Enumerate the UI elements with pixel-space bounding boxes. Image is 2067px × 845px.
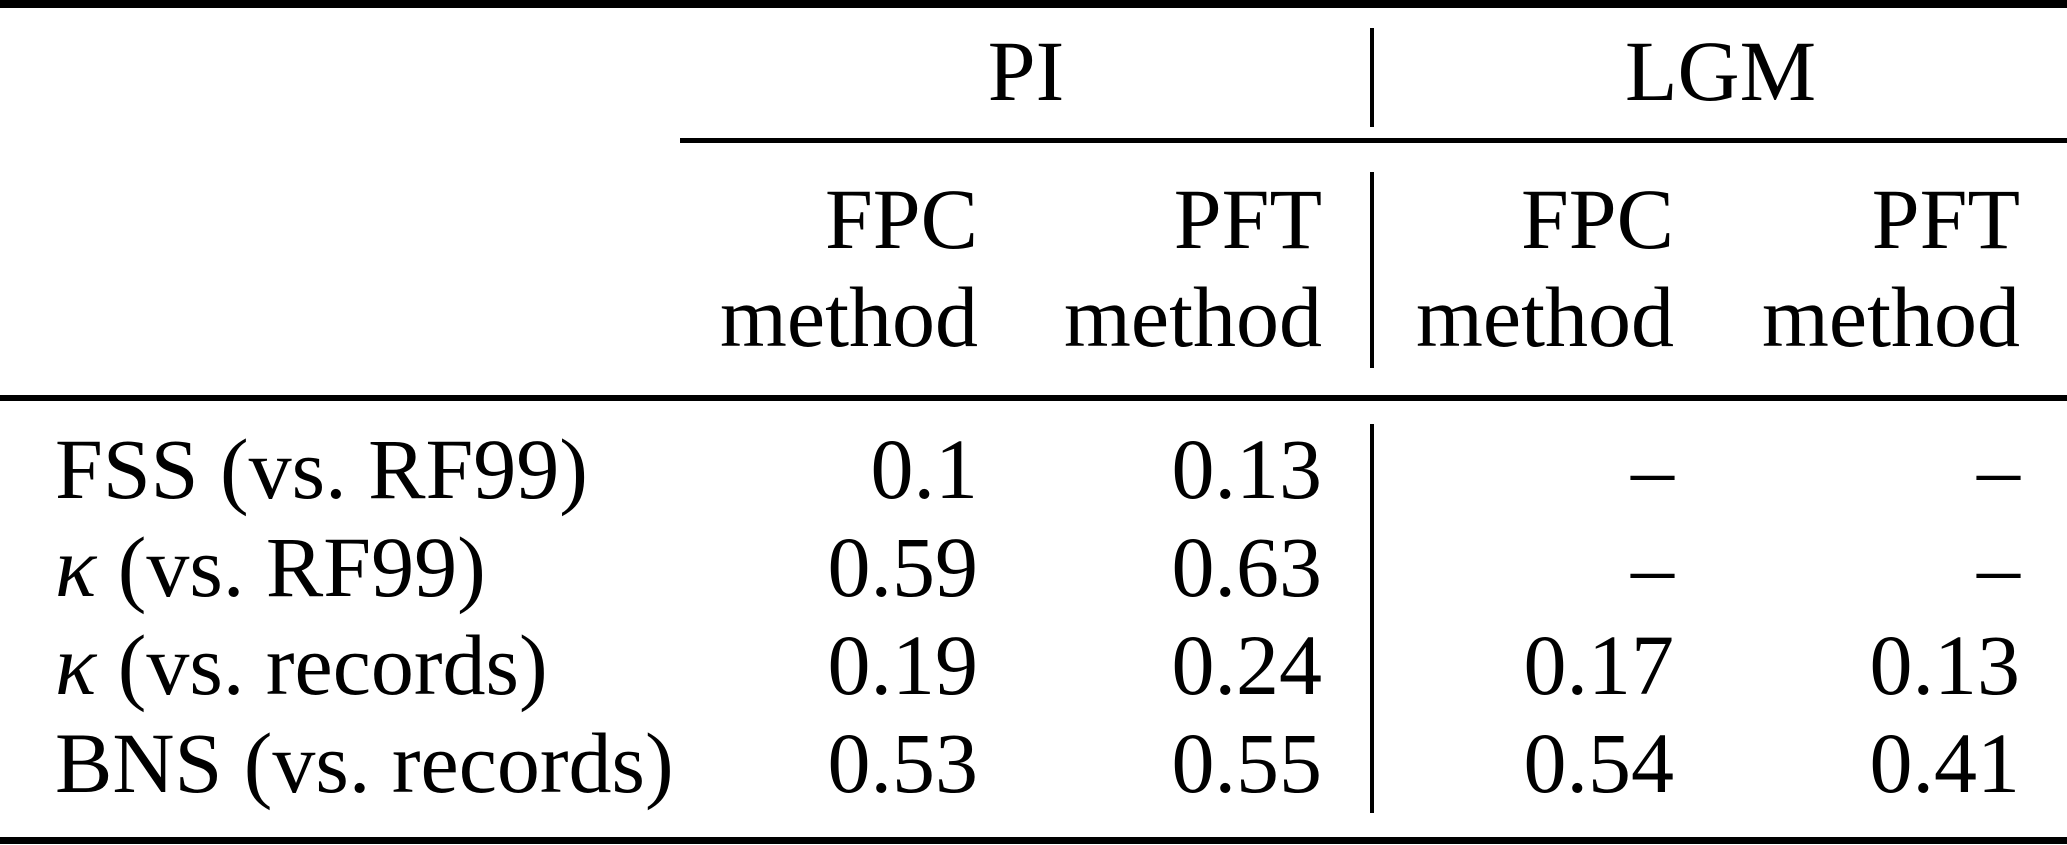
value-cell-pi-fpc: 0.53 [827, 715, 979, 811]
value-cell-pi-fpc: 0.59 [827, 519, 979, 615]
bottom-rule [0, 837, 2067, 844]
group-header-lgm: LGM [1624, 23, 1817, 119]
row-symbol: κ [55, 617, 97, 713]
row-label: κ (vs. records) [55, 616, 548, 714]
value-cell-lgm-fpc: 0.17 [1523, 617, 1675, 713]
col-header-lgm-pft: PFT method [1590, 170, 2020, 366]
col-header-pi-fpc: FPC method [548, 170, 978, 366]
value-cell-pi-pft: 0.24 [1171, 617, 1323, 713]
value-cell-pi-pft: 0.13 [1171, 421, 1323, 517]
col-header-line2: method [1064, 269, 1322, 365]
group-divider-rule-header [1370, 172, 1374, 368]
top-rule [0, 0, 2067, 8]
row-symbol: κ [55, 519, 97, 615]
value-cell-lgm-pft: 0.41 [1869, 715, 2021, 811]
row-symbol: BNS [55, 715, 223, 811]
row-symbol: FSS [55, 421, 199, 517]
col-header-line2: method [1762, 269, 2020, 365]
group-header-pi: PI [987, 23, 1065, 119]
value-cell-pi-fpc: 0.1 [870, 421, 979, 517]
value-cell-pi-fpc: 0.19 [827, 617, 979, 713]
group-divider-rule-body [1370, 424, 1374, 813]
col-header-pi-pft: PFT method [892, 170, 1322, 366]
value-cell-lgm-pft: 0.13 [1869, 617, 2021, 713]
value-cell-lgm-fpc: – [1631, 421, 1674, 517]
col-header-line1: FPC [824, 171, 978, 267]
value-cell-lgm-pft: – [1977, 519, 2020, 615]
header-bottom-rule [0, 395, 2067, 401]
col-header-lgm-fpc: FPC method [1244, 170, 1674, 366]
row-label-rest: (vs. records) [222, 715, 674, 811]
col-header-line1: PFT [1173, 171, 1322, 267]
row-label: FSS (vs. RF99) [55, 420, 588, 518]
row-label: BNS (vs. records) [55, 714, 674, 812]
value-cell-pi-pft: 0.55 [1171, 715, 1323, 811]
group-underline-rule [680, 138, 2067, 143]
col-header-line2: method [720, 269, 978, 365]
col-header-line2: method [1416, 269, 1674, 365]
col-header-line1: PFT [1871, 171, 2020, 267]
value-cell-pi-pft: 0.63 [1171, 519, 1323, 615]
col-header-line1: FPC [1520, 171, 1674, 267]
row-label-rest: (vs. records) [96, 617, 548, 713]
group-divider-rule-top [1370, 28, 1374, 127]
row-label: κ (vs. RF99) [55, 518, 486, 616]
row-label-rest: (vs. RF99) [96, 519, 486, 615]
value-cell-lgm-pft: – [1977, 421, 2020, 517]
value-cell-lgm-fpc: 0.54 [1523, 715, 1675, 811]
row-label-rest: (vs. RF99) [198, 421, 588, 517]
value-cell-lgm-fpc: – [1631, 519, 1674, 615]
